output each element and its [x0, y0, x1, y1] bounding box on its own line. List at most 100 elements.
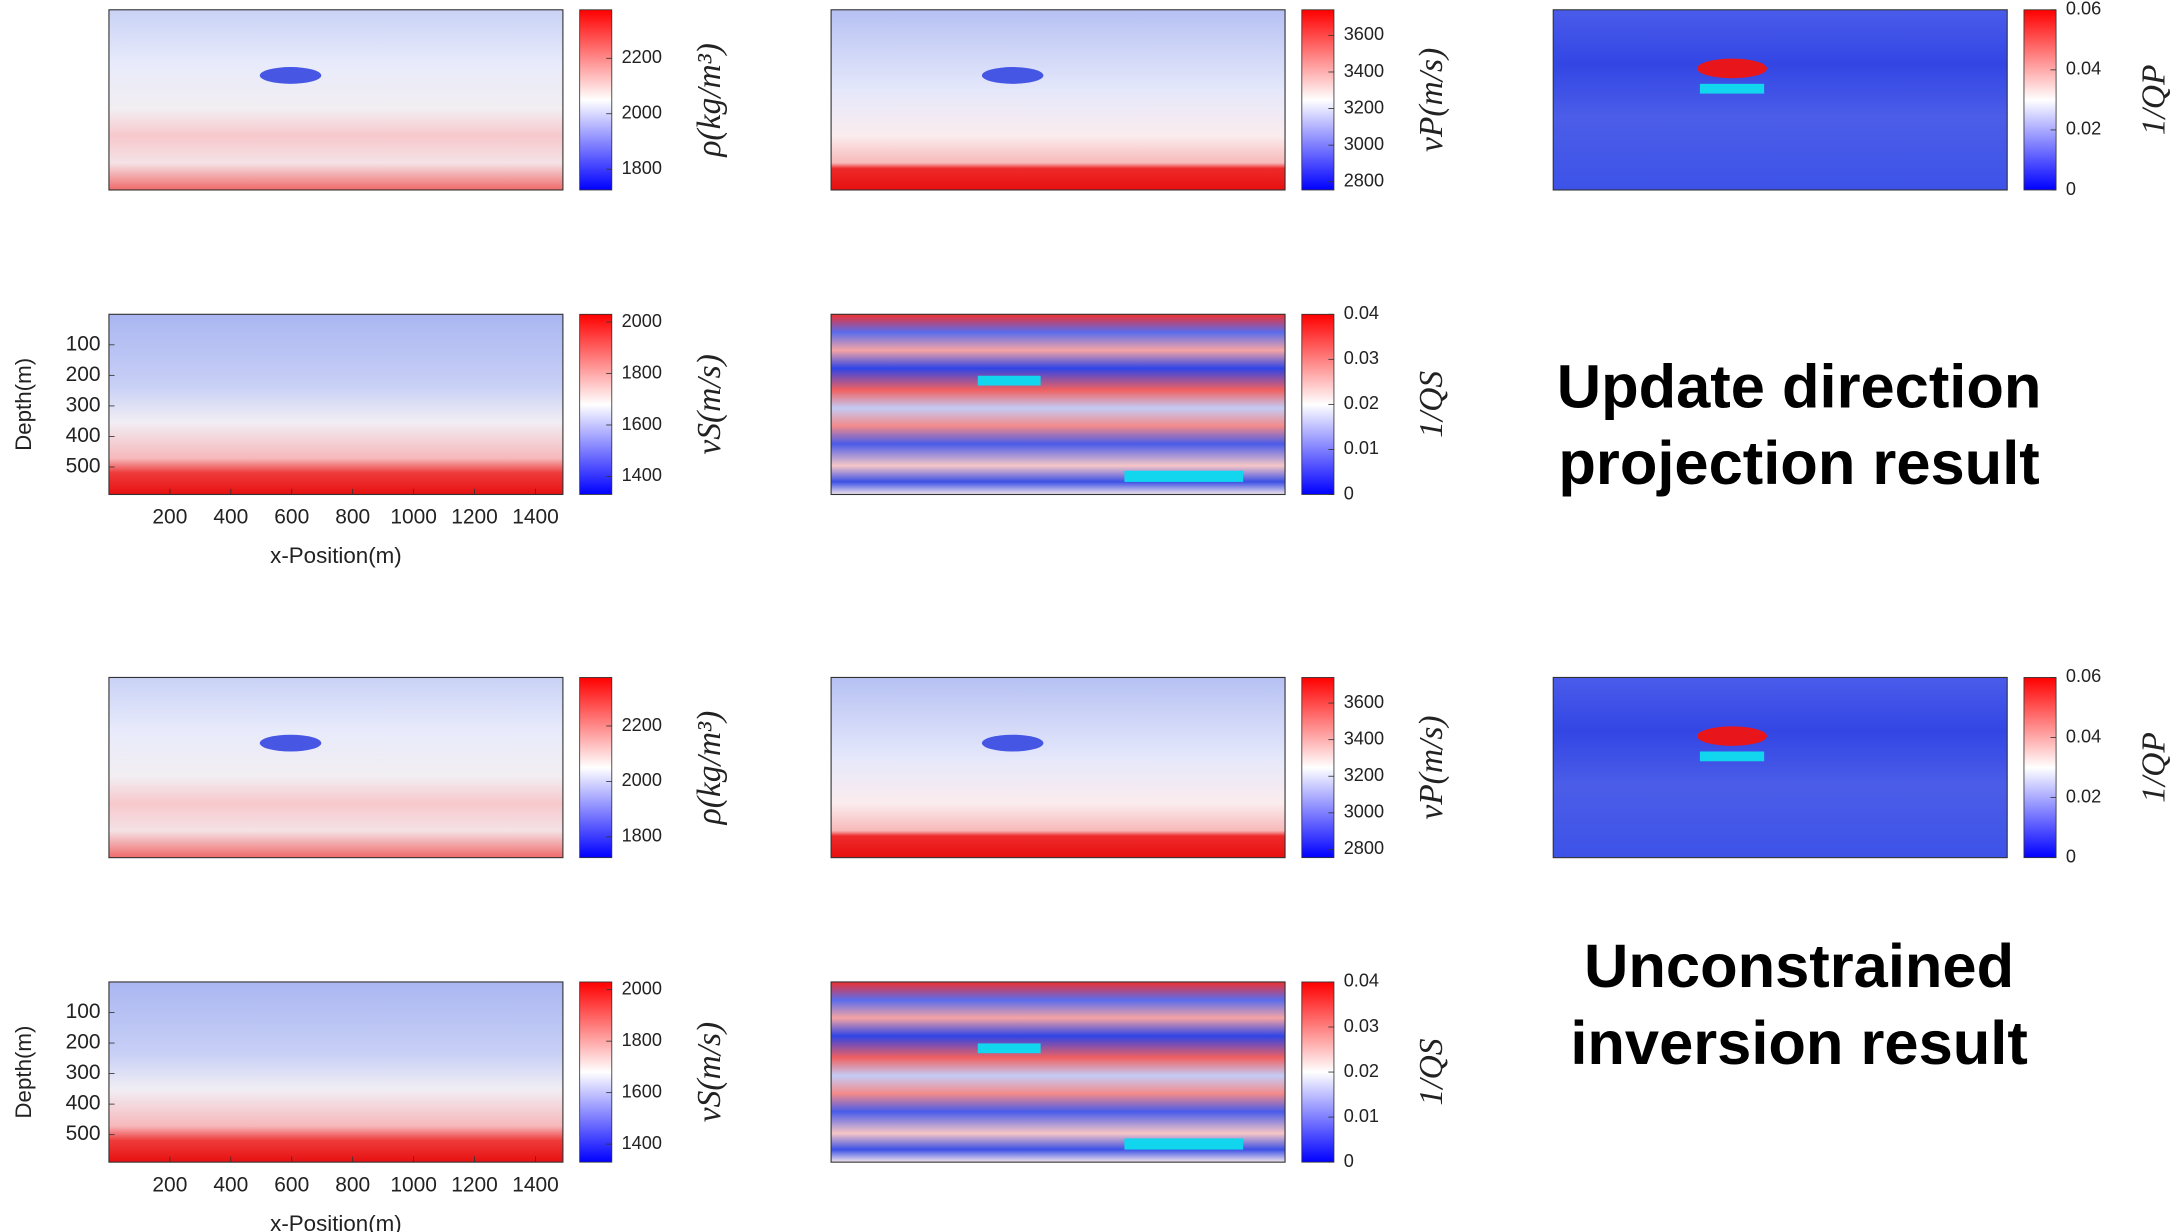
- x-tick-label: 400: [213, 1173, 248, 1196]
- y-tick-label: 200: [66, 1031, 101, 1054]
- colorbar-tick-label: 2200: [622, 47, 662, 67]
- heatmap: [108, 313, 564, 496]
- colorbar-tick-label: 0.01: [1344, 438, 1379, 458]
- x-tick-label: 1200: [451, 1173, 498, 1196]
- y-axis-label: Depth(m): [11, 1026, 36, 1119]
- heatmap: [108, 9, 564, 191]
- colorbar-label: 1/QP: [2135, 732, 2172, 803]
- colorbar-tick-label: 1800: [622, 1030, 662, 1050]
- anomaly: [1124, 1138, 1244, 1150]
- colorbar: [579, 9, 613, 191]
- colorbar-tick-label: 3200: [1344, 97, 1384, 117]
- anomaly: [1699, 83, 1765, 94]
- y-tick-label: 300: [66, 1061, 101, 1084]
- y-tick-label: 400: [66, 424, 101, 447]
- colorbar-tick-label: 1400: [622, 465, 662, 485]
- heatmap: [1552, 676, 2008, 859]
- colorbar-tick-label: 1800: [622, 826, 662, 846]
- colorbar-tick-label: 2000: [622, 978, 662, 998]
- x-tick-label: 400: [213, 506, 248, 529]
- heatmap: [830, 981, 1286, 1163]
- colorbar: [579, 313, 613, 495]
- colorbar: [579, 677, 613, 859]
- y-tick-label: 100: [66, 1000, 101, 1023]
- heatmap: [830, 9, 1286, 191]
- x-axis-label: x-Position(m): [270, 1211, 402, 1232]
- annotation: projection result: [1558, 429, 2039, 498]
- colorbar-tick-label: 0: [2066, 846, 2076, 866]
- colorbar-tick-label: 0.01: [1344, 1106, 1379, 1126]
- heatmap: [1552, 9, 2008, 191]
- colorbar-tick-label: 0.02: [1344, 1061, 1379, 1081]
- anomaly: [259, 734, 322, 752]
- colorbar-tick-label: 0: [1344, 483, 1354, 503]
- colorbar-tick-label: 3600: [1344, 24, 1384, 44]
- annotation: Update direction: [1557, 352, 2042, 421]
- colorbar: [579, 981, 613, 1163]
- colorbar-tick-label: 3200: [1344, 765, 1384, 785]
- heatmap: [108, 981, 564, 1163]
- colorbar-tick-label: 0.03: [1344, 1016, 1379, 1036]
- y-tick-label: 400: [66, 1092, 101, 1115]
- x-tick-label: 1000: [390, 1173, 437, 1196]
- x-tick-label: 600: [274, 1173, 309, 1196]
- colorbar-tick-label: 1600: [622, 1081, 662, 1101]
- colorbar-tick-label: 3000: [1344, 134, 1384, 154]
- colorbar-tick-label: 0: [2066, 179, 2076, 199]
- heatmap: [108, 676, 564, 859]
- colorbar-tick-label: 0.04: [2066, 726, 2101, 746]
- anomaly: [259, 67, 322, 84]
- colorbar-tick-label: 0.04: [1344, 303, 1379, 323]
- x-tick-label: 600: [274, 506, 309, 529]
- colorbar: [2023, 677, 2057, 859]
- x-tick-label: 1200: [451, 506, 498, 529]
- colorbar-label: 1/QP: [2135, 65, 2172, 136]
- colorbar-label: vS(m/s): [691, 354, 728, 455]
- colorbar-tick-label: 3600: [1344, 692, 1384, 712]
- heatmap: [830, 313, 1286, 496]
- colorbar-label: vS(m/s): [691, 1022, 728, 1123]
- colorbar-tick-label: 3000: [1344, 802, 1384, 822]
- anomaly: [977, 375, 1041, 386]
- colorbar-tick-label: 0.03: [1344, 348, 1379, 368]
- x-tick-label: 200: [152, 1173, 187, 1196]
- anomaly: [1124, 470, 1244, 482]
- colorbar-label: vP(m/s): [1413, 48, 1450, 152]
- anomaly: [1697, 58, 1767, 79]
- colorbar-tick-label: 0: [1344, 1151, 1354, 1171]
- heatmap: [830, 676, 1286, 859]
- colorbar-label: ρ(kg/m³): [691, 43, 728, 158]
- x-tick-label: 200: [152, 506, 187, 529]
- colorbar: [1301, 9, 1335, 191]
- colorbar-tick-label: 0.02: [1344, 393, 1379, 413]
- colorbar-label: vP(m/s): [1413, 715, 1450, 819]
- colorbar-tick-label: 2200: [622, 715, 662, 735]
- colorbar-tick-label: 0.04: [2066, 59, 2101, 79]
- colorbar-label: 1/QS: [1413, 1038, 1450, 1105]
- y-tick-label: 100: [66, 332, 101, 355]
- anomaly: [981, 734, 1044, 752]
- colorbar-tick-label: 3400: [1344, 61, 1384, 81]
- colorbar-tick-label: 0.02: [2066, 119, 2101, 139]
- y-tick-label: 300: [66, 393, 101, 416]
- anomaly: [977, 1043, 1041, 1054]
- anomaly: [1697, 726, 1767, 746]
- colorbar-tick-label: 0.02: [2066, 786, 2101, 806]
- colorbar-tick-label: 0.06: [2066, 0, 2101, 19]
- colorbar-label: ρ(kg/m³): [691, 711, 728, 826]
- colorbar-tick-label: 3400: [1344, 728, 1384, 748]
- x-tick-label: 1400: [512, 1173, 559, 1196]
- colorbar-tick-label: 1400: [622, 1133, 662, 1153]
- y-tick-label: 500: [66, 1122, 101, 1145]
- colorbar-tick-label: 0.04: [1344, 971, 1379, 991]
- x-tick-label: 800: [335, 1173, 370, 1196]
- y-tick-label: 500: [66, 455, 101, 478]
- colorbar: [1301, 677, 1335, 859]
- annotation: inversion result: [1570, 1009, 2028, 1078]
- colorbar: [2023, 9, 2057, 191]
- x-tick-label: 800: [335, 506, 370, 529]
- x-tick-label: 1400: [512, 506, 559, 529]
- colorbar-tick-label: 2000: [622, 103, 662, 123]
